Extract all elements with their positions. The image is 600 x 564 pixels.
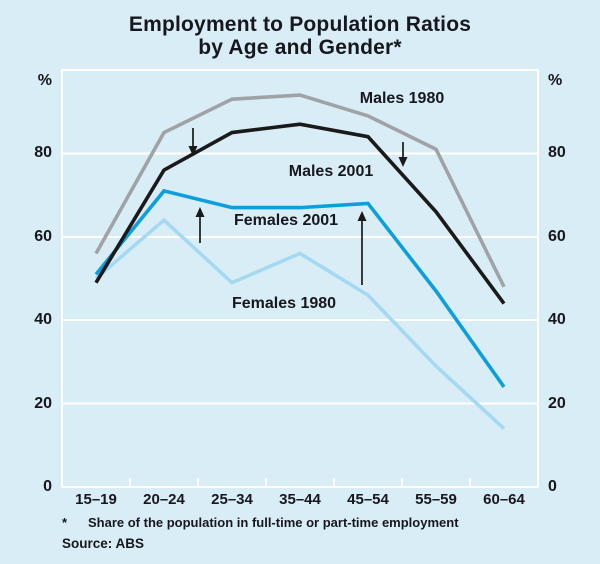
plot-border [60, 68, 540, 489]
x-tick-label-3: 35–44 [279, 491, 321, 508]
y-tick-label-right-40: 40 [548, 311, 566, 329]
source-text: Source: ABS [62, 536, 145, 551]
series-label-females-2001: Females 2001 [233, 212, 339, 229]
series-label-females-1980: Females 1980 [231, 295, 337, 312]
y-tick-label-right-20: 20 [548, 394, 566, 412]
y-tick-label-left-20: 20 [34, 394, 52, 412]
y-axis-unit-left: % [37, 72, 52, 89]
x-tick-label-2: 25–34 [211, 491, 253, 508]
chart-title: Employment to Population Ratios by Age a… [0, 13, 600, 59]
y-tick-label-right-60: 60 [548, 227, 566, 245]
series-line-males-1980 [94, 93, 506, 288]
chart-title-line2: by Age and Gender* [198, 36, 402, 59]
footnote-text: Share of the population in full-time or … [88, 515, 459, 530]
series-label-males-1980: Males 1980 [359, 90, 445, 107]
x-tick-label-1: 20–24 [143, 491, 185, 508]
x-tick-label-5: 55–59 [415, 491, 457, 508]
arrow-head-up-icon [357, 211, 367, 221]
x-tick-label-4: 45–54 [347, 491, 389, 508]
y-axis-unit-right: % [548, 72, 563, 89]
series-label-males-2001: Males 2001 [288, 163, 374, 180]
y-tick-label-left-40: 40 [34, 311, 52, 329]
x-tick-label-0: 15–19 [75, 491, 117, 508]
y-tick-label-left-80: 80 [34, 144, 52, 162]
arrow-head-down-icon [398, 157, 408, 167]
series-line-females-2001 [94, 188, 506, 388]
arrow-head-down-icon [188, 146, 198, 156]
y-tick-label-right-80: 80 [548, 144, 566, 162]
series-line-males-2001 [94, 122, 506, 305]
x-tick-label-6: 60–64 [483, 491, 525, 508]
arrow-head-up-icon [195, 207, 205, 217]
footnote-marker: * [62, 515, 68, 530]
series-line-females-1980 [94, 217, 506, 430]
y-tick-label-left-60: 60 [34, 227, 52, 245]
y-tick-label-left-0: 0 [43, 478, 52, 495]
chart-title-line1: Employment to Population Ratios [128, 13, 472, 36]
y-tick-label-right-0: 0 [548, 478, 557, 495]
